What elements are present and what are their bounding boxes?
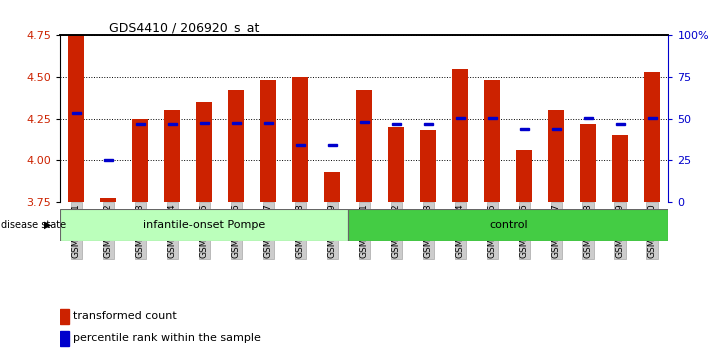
- Bar: [324, 172, 341, 202]
- Text: disease state: disease state: [1, 220, 66, 230]
- Bar: [616, 124, 625, 125]
- Bar: [328, 144, 337, 146]
- Bar: [136, 124, 145, 125]
- Bar: [552, 127, 561, 130]
- Text: transformed count: transformed count: [73, 312, 176, 321]
- Bar: [356, 90, 373, 202]
- Bar: [264, 122, 273, 124]
- Bar: [260, 80, 277, 202]
- Text: GDS4410 / 206920_s_at: GDS4410 / 206920_s_at: [109, 21, 260, 34]
- Bar: [520, 127, 529, 130]
- Bar: [100, 199, 117, 202]
- Bar: [612, 135, 629, 202]
- Bar: [132, 119, 149, 202]
- Bar: [420, 130, 437, 202]
- Bar: [168, 122, 177, 125]
- Text: infantile-onset Pompe: infantile-onset Pompe: [144, 220, 265, 230]
- Bar: [228, 90, 245, 202]
- Bar: [548, 110, 565, 202]
- Bar: [348, 209, 668, 241]
- Bar: [580, 124, 597, 202]
- Bar: [644, 72, 661, 202]
- Bar: [388, 127, 405, 202]
- Bar: [584, 117, 593, 119]
- Bar: [68, 35, 85, 202]
- Text: ▶: ▶: [43, 220, 51, 230]
- Text: control: control: [489, 220, 528, 230]
- Bar: [60, 331, 70, 346]
- Bar: [392, 124, 401, 125]
- Bar: [648, 117, 657, 119]
- Bar: [456, 117, 465, 119]
- Bar: [200, 122, 209, 124]
- Bar: [164, 110, 181, 202]
- Bar: [60, 209, 348, 241]
- Bar: [60, 309, 70, 324]
- Bar: [196, 102, 213, 202]
- Bar: [292, 77, 309, 202]
- Bar: [232, 122, 241, 124]
- Bar: [484, 80, 501, 202]
- Bar: [360, 121, 369, 123]
- Bar: [104, 159, 113, 161]
- Bar: [452, 69, 469, 202]
- Text: percentile rank within the sample: percentile rank within the sample: [73, 333, 261, 343]
- Bar: [424, 124, 433, 125]
- Bar: [488, 117, 497, 119]
- Bar: [516, 150, 533, 202]
- Bar: [296, 144, 305, 146]
- Bar: [72, 112, 81, 114]
